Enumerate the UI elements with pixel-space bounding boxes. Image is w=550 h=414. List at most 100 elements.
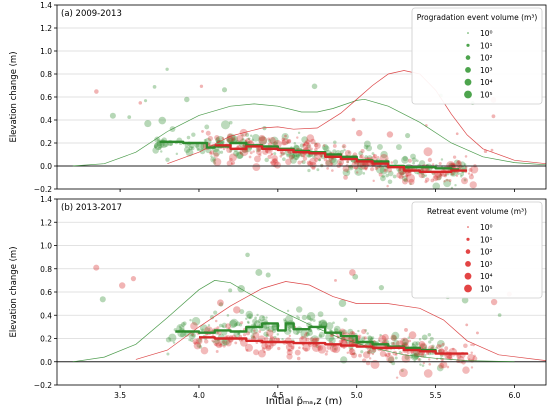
data-point	[413, 350, 421, 357]
data-point	[405, 173, 409, 177]
y-tick-label: 0.0	[40, 358, 52, 367]
data-point	[376, 155, 380, 159]
data-point	[240, 321, 244, 325]
y-axis-label: Elevation change (m)	[9, 51, 19, 142]
panel-label: (a) 2009-2013	[61, 9, 122, 19]
data-point	[236, 134, 244, 143]
density-curve	[72, 280, 515, 363]
data-point	[207, 324, 211, 327]
data-point	[229, 318, 239, 328]
legend-box	[411, 201, 543, 299]
data-point	[452, 347, 455, 351]
data-point	[436, 344, 441, 349]
data-point	[285, 342, 295, 352]
data-point	[462, 366, 470, 374]
data-point	[219, 343, 223, 348]
data-point	[154, 136, 161, 143]
data-point	[408, 339, 412, 343]
data-point	[231, 160, 236, 165]
data-point	[379, 333, 382, 337]
data-point	[390, 161, 394, 164]
data-point	[219, 150, 224, 154]
data-point	[201, 328, 204, 332]
data-point	[304, 347, 308, 352]
data-point	[252, 163, 261, 171]
data-point	[438, 161, 442, 166]
data-point	[312, 337, 319, 344]
data-point	[270, 136, 279, 146]
data-point	[357, 334, 362, 339]
data-point	[158, 146, 162, 150]
data-point	[305, 146, 309, 150]
data-point	[244, 343, 253, 352]
data-point	[390, 341, 394, 345]
data-point	[346, 160, 350, 164]
data-point	[325, 322, 334, 330]
legend-entry: 10¹	[480, 235, 493, 244]
data-point	[296, 306, 303, 313]
data-point	[296, 136, 299, 139]
data-point	[333, 325, 341, 333]
data-point	[338, 299, 347, 307]
data-point	[470, 165, 479, 174]
data-point	[263, 350, 266, 354]
data-point	[425, 177, 430, 182]
data-point	[270, 153, 273, 156]
data-point	[306, 134, 315, 142]
data-point	[251, 138, 254, 142]
data-point	[318, 320, 321, 324]
data-point	[316, 337, 320, 342]
data-point	[473, 354, 476, 358]
data-point	[248, 316, 252, 319]
data-point	[436, 364, 444, 372]
data-point	[209, 315, 215, 320]
data-point	[219, 343, 223, 346]
data-point	[286, 309, 290, 313]
data-point	[258, 134, 266, 142]
y-tick-label: 0.6	[40, 288, 52, 297]
data-point	[374, 167, 378, 171]
data-point	[267, 325, 274, 333]
y-tick-label: 1.0	[40, 242, 52, 251]
data-point	[406, 173, 416, 183]
data-point	[418, 358, 422, 361]
data-point	[368, 357, 372, 360]
data-point	[197, 338, 202, 343]
data-point	[282, 152, 286, 155]
data-point	[424, 180, 428, 184]
data-point	[402, 178, 409, 185]
data-point	[429, 336, 434, 341]
data-point	[286, 141, 289, 144]
data-point	[289, 329, 292, 333]
data-point	[245, 139, 248, 142]
data-point	[298, 346, 301, 349]
data-point	[436, 175, 442, 181]
data-point	[375, 164, 385, 174]
data-point	[269, 335, 274, 340]
data-point	[398, 368, 408, 378]
data-point	[378, 172, 383, 177]
data-point	[330, 157, 338, 166]
data-point	[302, 143, 306, 147]
data-point	[279, 154, 283, 158]
data-point	[310, 329, 313, 332]
data-point	[306, 315, 312, 320]
data-point	[229, 149, 232, 153]
data-point	[311, 83, 318, 90]
x-tick-label: 4.5	[272, 391, 284, 400]
data-point	[418, 172, 425, 179]
data-point	[446, 365, 450, 369]
y-tick-label: 1.0	[40, 47, 52, 56]
data-point	[417, 172, 420, 175]
data-point	[457, 162, 461, 166]
data-point	[333, 140, 337, 144]
data-point	[353, 160, 357, 164]
data-point	[328, 156, 336, 164]
data-point	[359, 160, 369, 170]
data-point	[233, 306, 241, 314]
data-point	[371, 352, 375, 356]
data-point	[339, 162, 343, 167]
data-point	[325, 350, 329, 353]
data-point	[354, 167, 363, 176]
